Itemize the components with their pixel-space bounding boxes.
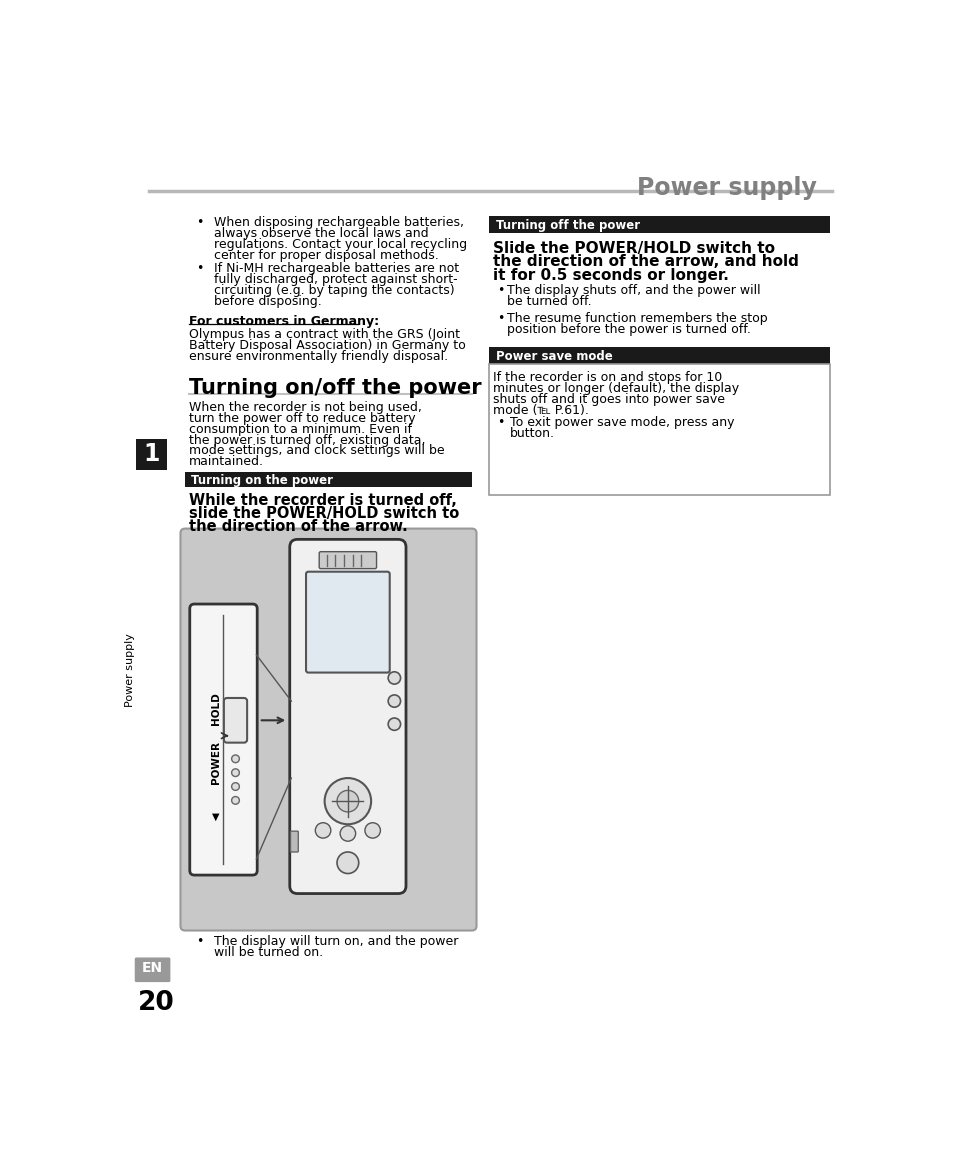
Text: ensure environmentally friendly disposal.: ensure environmentally friendly disposal… xyxy=(189,350,448,364)
Text: POWER: POWER xyxy=(211,741,221,784)
Text: •: • xyxy=(195,936,203,948)
Text: button.: button. xyxy=(509,427,555,440)
Text: minutes or longer (default), the display: minutes or longer (default), the display xyxy=(493,382,739,395)
Circle shape xyxy=(232,755,239,763)
Bar xyxy=(185,471,472,488)
Text: position before the power is turned off.: position before the power is turned off. xyxy=(506,323,750,336)
Circle shape xyxy=(232,769,239,777)
Circle shape xyxy=(388,672,400,684)
Text: mode settings, and clock settings will be: mode settings, and clock settings will b… xyxy=(189,445,444,457)
Text: always observe the local laws and: always observe the local laws and xyxy=(213,227,428,240)
Text: consumption to a minimum. Even if: consumption to a minimum. Even if xyxy=(189,423,412,435)
Text: The resume function remembers the stop: The resume function remembers the stop xyxy=(506,312,766,324)
Text: center for proper disposal methods.: center for proper disposal methods. xyxy=(213,249,438,262)
Text: ▼: ▼ xyxy=(213,812,219,821)
Circle shape xyxy=(388,695,400,708)
Text: mode (℡ P.61).: mode (℡ P.61). xyxy=(493,404,588,417)
Text: be turned off.: be turned off. xyxy=(506,294,591,308)
Text: Power save mode: Power save mode xyxy=(496,350,612,362)
Text: Turning on the power: Turning on the power xyxy=(191,474,333,486)
Text: maintained.: maintained. xyxy=(189,455,264,469)
Text: Power supply: Power supply xyxy=(125,633,135,708)
Text: shuts off and it goes into power save: shuts off and it goes into power save xyxy=(493,394,724,406)
Text: 1: 1 xyxy=(144,441,160,466)
Text: If Ni-MH rechargeable batteries are not: If Ni-MH rechargeable batteries are not xyxy=(213,262,458,276)
FancyBboxPatch shape xyxy=(134,958,171,982)
Text: fully discharged, protect against short-: fully discharged, protect against short- xyxy=(213,273,456,286)
Text: •: • xyxy=(497,416,504,430)
Bar xyxy=(488,364,829,494)
FancyBboxPatch shape xyxy=(291,831,298,852)
Bar xyxy=(488,347,829,364)
Text: Power supply: Power supply xyxy=(637,176,816,200)
Text: 20: 20 xyxy=(137,990,174,1016)
Text: Turning off the power: Turning off the power xyxy=(496,219,639,232)
Text: •: • xyxy=(195,262,203,276)
Circle shape xyxy=(365,822,380,838)
Circle shape xyxy=(340,826,355,841)
Text: If the recorder is on and stops for 10: If the recorder is on and stops for 10 xyxy=(493,372,721,384)
Text: While the recorder is turned off,: While the recorder is turned off, xyxy=(189,493,456,508)
Text: regulations. Contact your local recycling: regulations. Contact your local recyclin… xyxy=(213,237,466,251)
Text: When the recorder is not being used,: When the recorder is not being used, xyxy=(189,401,421,413)
Text: For customers in Germany:: For customers in Germany: xyxy=(189,315,378,328)
Circle shape xyxy=(336,791,358,812)
Text: The display will turn on, and the power: The display will turn on, and the power xyxy=(213,936,457,948)
Text: •: • xyxy=(195,215,203,229)
Circle shape xyxy=(324,778,371,824)
Text: •: • xyxy=(497,284,504,296)
Text: before disposing.: before disposing. xyxy=(213,295,321,308)
Text: The display shuts off, and the power will: The display shuts off, and the power wil… xyxy=(506,284,760,296)
Text: Turning on/off the power: Turning on/off the power xyxy=(189,378,481,397)
Text: circuiting (e.g. by taping the contacts): circuiting (e.g. by taping the contacts) xyxy=(213,284,454,298)
FancyBboxPatch shape xyxy=(290,540,406,894)
Text: •: • xyxy=(497,312,504,324)
Circle shape xyxy=(388,718,400,731)
Text: HOLD: HOLD xyxy=(211,692,221,725)
Text: Olympus has a contract with the GRS (Joint: Olympus has a contract with the GRS (Joi… xyxy=(189,329,459,342)
Text: Slide the POWER/HOLD switch to: Slide the POWER/HOLD switch to xyxy=(493,241,774,256)
Text: When disposing rechargeable batteries,: When disposing rechargeable batteries, xyxy=(213,215,463,229)
Circle shape xyxy=(232,797,239,805)
Text: it for 0.5 seconds or longer.: it for 0.5 seconds or longer. xyxy=(493,267,728,283)
Text: will be turned on.: will be turned on. xyxy=(213,946,322,959)
Text: turn the power off to reduce battery: turn the power off to reduce battery xyxy=(189,412,416,425)
FancyBboxPatch shape xyxy=(306,572,390,673)
FancyBboxPatch shape xyxy=(180,528,476,931)
Text: the direction of the arrow, and hold: the direction of the arrow, and hold xyxy=(493,254,798,269)
Text: the power is turned off, existing data,: the power is turned off, existing data, xyxy=(189,433,425,447)
FancyBboxPatch shape xyxy=(190,604,257,875)
Text: EN: EN xyxy=(142,960,163,975)
Circle shape xyxy=(315,822,331,838)
Bar xyxy=(488,215,829,233)
Text: Battery Disposal Association) in Germany to: Battery Disposal Association) in Germany… xyxy=(189,339,465,352)
Circle shape xyxy=(336,852,358,873)
FancyBboxPatch shape xyxy=(224,698,247,742)
Text: slide the POWER/HOLD switch to: slide the POWER/HOLD switch to xyxy=(189,506,458,521)
Text: To exit power save mode, press any: To exit power save mode, press any xyxy=(509,416,734,430)
Text: the direction of the arrow.: the direction of the arrow. xyxy=(189,519,407,534)
Circle shape xyxy=(232,783,239,791)
FancyBboxPatch shape xyxy=(319,551,376,569)
Bar xyxy=(136,439,167,470)
